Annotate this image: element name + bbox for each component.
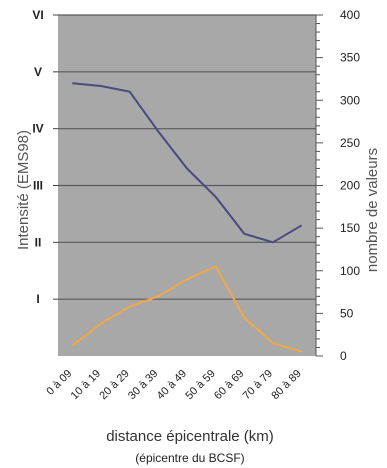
left-tick-label: V <box>34 65 42 79</box>
x-tick-label: 70 à 79 <box>241 368 275 402</box>
right-axis: 0 50 100 150 200 250 300 350 400 <box>315 8 360 363</box>
series-line-1 <box>72 82 303 244</box>
grid-lines <box>58 14 316 300</box>
right-tick-label: 0 <box>340 349 347 363</box>
right-tick-label: 200 <box>340 179 360 193</box>
x-tick-label: 10 à 19 <box>69 368 103 402</box>
series-line-2 <box>71 265 302 353</box>
x-tick-label: 80 à 89 <box>269 368 303 402</box>
x-tick-label: 20 à 29 <box>97 368 131 402</box>
right-tick-label: 150 <box>340 221 360 235</box>
right-tick-label: 350 <box>340 51 360 65</box>
right-tick-label: 50 <box>340 306 354 320</box>
x-tick-label: 60 à 69 <box>212 368 246 402</box>
x-axis-title: distance épicentrale (km) <box>106 428 274 445</box>
chart-subtitle: (épicentre du BCSF) <box>135 451 244 465</box>
left-tick-label: VI <box>32 8 43 22</box>
right-axis-title: nombre de valeurs <box>364 148 381 272</box>
left-tick-label: III <box>33 179 43 193</box>
right-tick-label: 300 <box>340 93 360 107</box>
left-tick-label: I <box>36 292 39 306</box>
right-tick-label: 400 <box>340 8 360 22</box>
left-axis-title: Intensité (EMS98) <box>15 130 32 250</box>
left-tick-label: II <box>35 235 42 249</box>
x-tick-label: 40 à 49 <box>155 368 189 402</box>
series-layer <box>71 82 303 353</box>
right-tick-label: 250 <box>340 136 360 150</box>
right-tick-label: 100 <box>340 264 360 278</box>
x-tick-label: 30 à 39 <box>126 368 160 402</box>
x-tick-label: 50 à 59 <box>183 368 217 402</box>
left-tick-label: IV <box>32 122 43 136</box>
